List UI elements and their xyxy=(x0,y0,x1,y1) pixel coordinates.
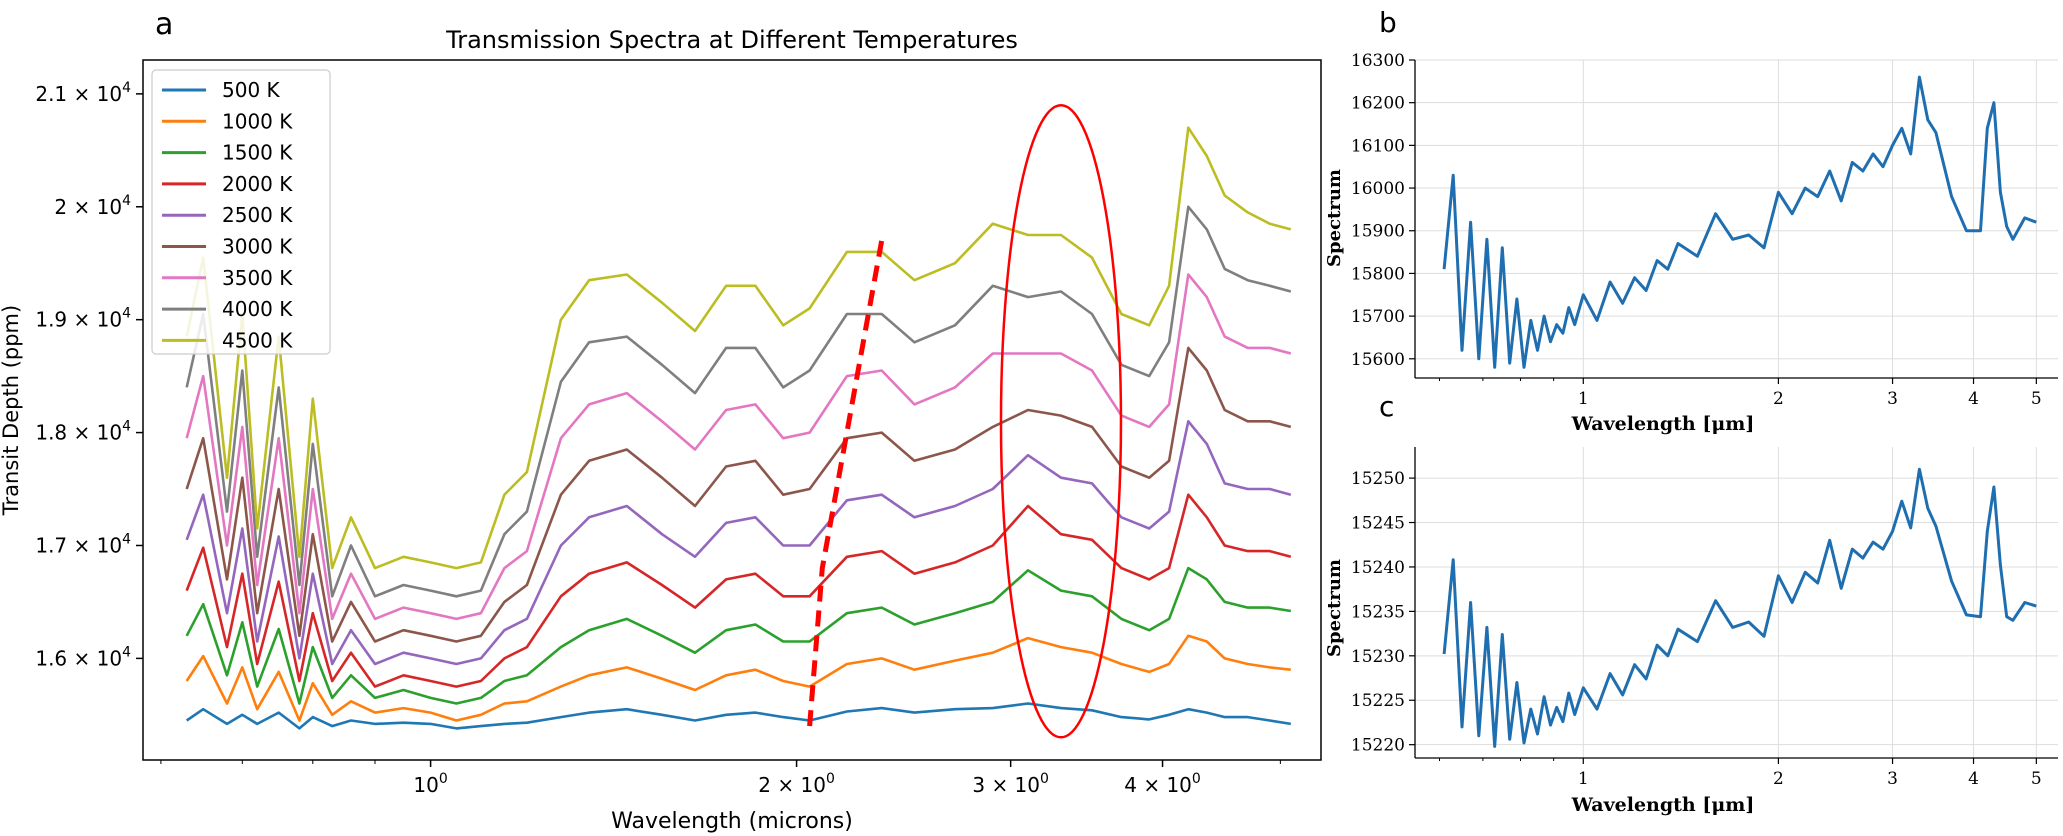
chart-b-ytick-label: 16000 xyxy=(1351,179,1405,199)
chart-a-frame xyxy=(142,59,1322,761)
series-line-4500k xyxy=(185,126,1292,570)
chart-a-xtick-label: 100 xyxy=(413,771,447,797)
chart-c-xlabel: Wavelength [μm] xyxy=(1571,794,1755,816)
chart-b-xtick-label: 4 xyxy=(1968,389,1979,409)
chart-b-ytick-label: 15800 xyxy=(1351,264,1405,284)
chart-a-xlabel: Wavelength (microns) xyxy=(611,809,853,834)
chart-b-ytick-label: 15700 xyxy=(1351,307,1405,327)
chart-b-ytick-label: 16300 xyxy=(1351,51,1405,71)
chart-c-xtick-label: 4 xyxy=(1968,769,1979,789)
legend-label: 2000 K xyxy=(222,172,293,196)
chart-b-xlabel: Wavelength [μm] xyxy=(1571,413,1755,435)
chart-a-xtick-label: 3 × 100 xyxy=(972,771,1049,797)
chart-c-ytick-label: 15245 xyxy=(1351,514,1405,534)
chart-a-ticks: 1.6 × 104 1.7 × 104 1.8 × 104 1.9 × 104 2 × … xyxy=(35,80,1281,797)
chart-c: Wavelength [μm] Spectrum 1 2 3 4 5 15220 15225… xyxy=(1324,447,2058,816)
chart-c-spectrum-line xyxy=(1442,467,2037,748)
series-line-4000k xyxy=(185,205,1292,598)
chart-b-ytick-label: 16100 xyxy=(1351,136,1405,156)
series-line-2000k xyxy=(185,493,1292,688)
series-line-2500k xyxy=(185,420,1292,666)
chart-c-xtick-label: 2 xyxy=(1773,769,1784,789)
legend-label: 3500 K xyxy=(222,266,293,290)
chart-a-xtick-label: 2 × 100 xyxy=(758,771,835,797)
chart-c-grid xyxy=(1415,447,2058,758)
chart-a-ytick-label: 1.9 × 104 xyxy=(35,306,131,332)
chart-c-ytick-label: 15240 xyxy=(1351,558,1405,578)
chart-b-series xyxy=(1442,75,2037,369)
chart-b-xtick-label: 5 xyxy=(2031,389,2042,409)
chart-a: Transmission Spectra at Different Temper… xyxy=(0,26,1322,834)
chart-c-xtick-label: 1 xyxy=(1578,769,1589,789)
chart-a-ytick-label: 1.7 × 104 xyxy=(35,531,131,557)
annotation-dashed-line xyxy=(807,240,885,727)
chart-c-ytick-label: 15250 xyxy=(1351,469,1405,489)
chart-a-ylabel: Transit Depth (ppm) xyxy=(0,305,23,516)
chart-b-xtick-label: 1 xyxy=(1578,389,1589,409)
chart-a-ytick-label: 1.8 × 104 xyxy=(35,419,131,445)
legend-label: 4000 K xyxy=(222,297,293,321)
chart-c-series xyxy=(1442,467,2037,748)
chart-c-ylabel: Spectrum xyxy=(1324,559,1345,657)
chart-a-annotations xyxy=(807,104,1123,739)
chart-c-ticks: 1 2 3 4 5 15220 15225 15230 15235 15240 15245 15250 xyxy=(1351,447,2058,789)
legend-label: 1500 K xyxy=(222,141,293,165)
chart-c-ytick-label: 15230 xyxy=(1351,647,1405,667)
series-line-1500k xyxy=(185,566,1292,705)
panel-label-c: c xyxy=(1379,390,1394,423)
chart-c-ytick-label: 15235 xyxy=(1351,602,1405,622)
chart-b-ytick-label: 15900 xyxy=(1351,222,1405,242)
panel-label-a: a xyxy=(155,7,173,42)
chart-c-ytick-label: 15225 xyxy=(1351,691,1405,711)
chart-b-xtick-label: 2 xyxy=(1773,389,1784,409)
chart-b-ylabel: Spectrum xyxy=(1324,169,1345,267)
legend-box xyxy=(151,69,331,355)
annotation-ellipse xyxy=(999,104,1123,739)
chart-c-xtick-label: 5 xyxy=(2031,769,2042,789)
chart-a-legend: 500 K 1000 K 1500 K 2000 K 2500 K 3000 K 3500 … xyxy=(151,69,331,355)
chart-a-title: Transmission Spectra at Different Temper… xyxy=(445,26,1018,54)
chart-b-xtick-label: 3 xyxy=(1887,389,1898,409)
chart-a-ytick-label: 2 × 104 xyxy=(54,193,131,219)
legend-label: 2500 K xyxy=(222,203,293,227)
series-line-1000k xyxy=(185,634,1291,722)
panel-label-b: b xyxy=(1379,6,1397,39)
chart-c-ytick-label: 15220 xyxy=(1351,736,1405,756)
chart-c-xtick-label: 3 xyxy=(1887,769,1898,789)
chart-a-ytick-label: 1.6 × 104 xyxy=(35,644,131,670)
chart-a-ytick-label: 2.1 × 104 xyxy=(35,80,131,106)
legend-label: 1000 K xyxy=(222,109,293,133)
chart-a-series xyxy=(185,126,1292,730)
series-line-3500k xyxy=(185,273,1292,621)
chart-b: Wavelength [μm] Spectrum 1 2 3 4 5 15600 15700… xyxy=(1324,51,2058,435)
legend-label: 500 K xyxy=(222,78,281,102)
legend-label: 3000 K xyxy=(222,235,293,259)
series-line-3000k xyxy=(185,346,1292,643)
chart-a-xtick-label: 4 × 100 xyxy=(1124,771,1201,797)
series-line-500k xyxy=(185,702,1292,730)
chart-b-ytick-label: 15600 xyxy=(1351,350,1405,370)
legend-label: 4500 K xyxy=(222,328,293,352)
chart-b-ytick-label: 16200 xyxy=(1351,94,1405,114)
chart-b-spectrum-line xyxy=(1442,75,2037,369)
chart-b-ticks: 1 2 3 4 5 15600 15700 15800 15900 16000 16100 16200… xyxy=(1351,51,2058,409)
